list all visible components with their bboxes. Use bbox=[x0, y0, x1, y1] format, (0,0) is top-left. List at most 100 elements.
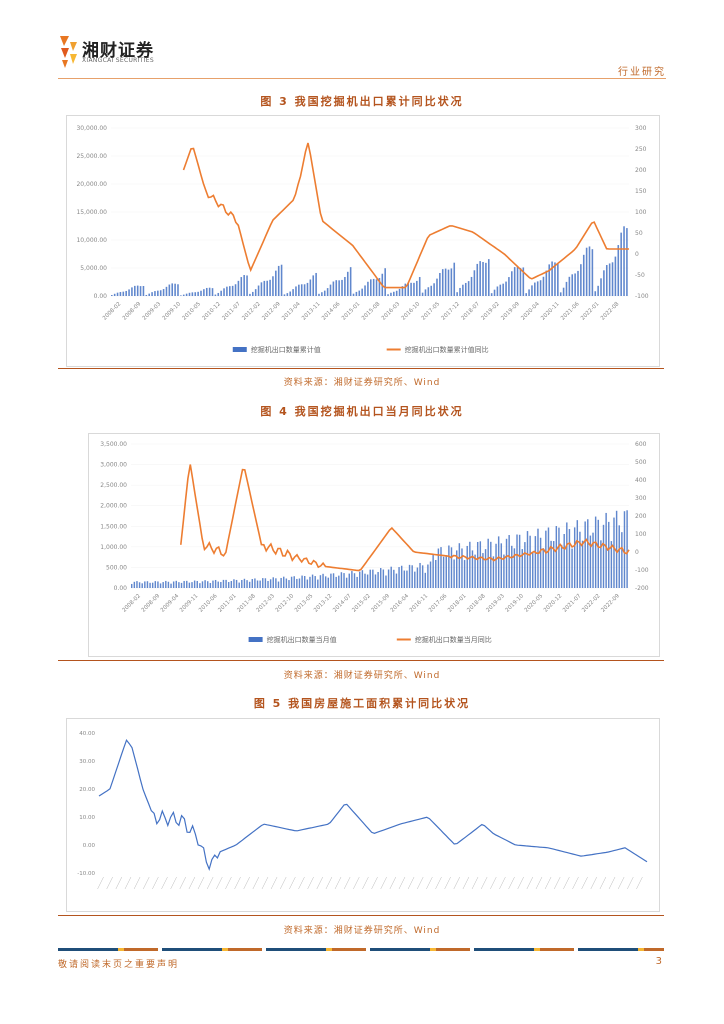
bar bbox=[240, 277, 243, 296]
x-axis-tick-mark bbox=[398, 876, 406, 890]
right-axis-tick: 300 bbox=[635, 125, 647, 132]
bar bbox=[615, 510, 618, 588]
bar bbox=[301, 575, 303, 588]
left-axis-tick: 30.00 bbox=[79, 759, 95, 765]
footer-notice: 敬请阅读末页之重要声明 bbox=[58, 960, 180, 970]
bar bbox=[370, 279, 372, 296]
x-axis-tick: 2011-08 bbox=[236, 593, 257, 614]
left-axis-tick: 40.00 bbox=[79, 731, 95, 737]
bar bbox=[311, 574, 314, 588]
bar bbox=[487, 538, 489, 588]
bar bbox=[479, 261, 481, 296]
bar bbox=[251, 579, 254, 588]
bar bbox=[214, 579, 217, 588]
bar bbox=[542, 548, 544, 588]
x-axis-tick: 2014-06 bbox=[321, 301, 342, 322]
bar bbox=[387, 294, 389, 296]
bar bbox=[403, 570, 406, 588]
bar bbox=[597, 285, 599, 296]
x-axis-tick-mark bbox=[444, 876, 451, 890]
bar bbox=[534, 282, 536, 296]
bar bbox=[290, 576, 293, 588]
bar bbox=[170, 583, 172, 588]
bar bbox=[499, 284, 502, 296]
figure-5-title: 图 5 我国房屋施工面积累计同比状况 bbox=[253, 697, 471, 710]
x-axis-tick: 2013-05 bbox=[294, 593, 315, 614]
bar bbox=[188, 582, 191, 588]
left-axis-tick: 2,000.00 bbox=[100, 503, 127, 510]
bar bbox=[450, 268, 453, 296]
x-axis-tick: 2016-04 bbox=[390, 593, 411, 614]
x-axis-tick-mark bbox=[627, 876, 634, 890]
bar bbox=[159, 583, 162, 588]
figure-3-title: 图 3 我国挖掘机出口累计同比状况 bbox=[260, 95, 464, 108]
bar bbox=[259, 580, 261, 588]
bar bbox=[623, 511, 626, 588]
bar bbox=[241, 580, 243, 588]
bar bbox=[626, 510, 628, 588]
bar bbox=[505, 281, 507, 296]
bar bbox=[349, 267, 352, 296]
x-axis-tick: 2010-12 bbox=[201, 301, 221, 321]
x-axis-tick-mark bbox=[170, 876, 177, 890]
bar bbox=[141, 583, 143, 588]
bar bbox=[450, 547, 453, 588]
bar bbox=[476, 541, 479, 588]
bar bbox=[385, 575, 387, 588]
bar bbox=[521, 549, 523, 588]
bar bbox=[283, 576, 285, 588]
bar bbox=[508, 535, 510, 588]
x-axis-tick: 2019-09 bbox=[500, 301, 521, 322]
bar bbox=[293, 576, 295, 588]
x-axis-tick: 2010-05 bbox=[182, 301, 203, 322]
x-axis-tick: 2012-03 bbox=[256, 593, 277, 614]
x-axis-tick: 2012-10 bbox=[275, 593, 296, 614]
right-axis-tick: 400 bbox=[635, 477, 647, 484]
bar bbox=[367, 281, 369, 296]
x-axis-tick-mark bbox=[590, 876, 597, 890]
bar bbox=[318, 293, 320, 296]
bar bbox=[315, 272, 317, 296]
bar bbox=[243, 578, 246, 588]
bar bbox=[436, 278, 438, 296]
bar bbox=[571, 274, 574, 296]
x-axis-tick-mark bbox=[206, 876, 214, 890]
bar bbox=[254, 289, 257, 296]
bar bbox=[227, 582, 230, 588]
bar bbox=[437, 548, 440, 588]
bar bbox=[194, 292, 197, 296]
brand-logo bbox=[58, 34, 78, 70]
bar bbox=[234, 284, 237, 296]
x-axis-tick: 2019-02 bbox=[480, 301, 500, 321]
bar bbox=[303, 284, 306, 296]
bar bbox=[249, 293, 251, 296]
bar bbox=[139, 286, 142, 296]
bar bbox=[482, 262, 484, 296]
bar bbox=[511, 271, 513, 296]
bar bbox=[226, 286, 228, 296]
bar bbox=[620, 232, 622, 296]
x-axis-tick-mark bbox=[334, 876, 342, 890]
bar bbox=[407, 282, 409, 296]
left-axis-tick: 10,000.00 bbox=[76, 237, 107, 244]
bar bbox=[280, 264, 283, 296]
bar bbox=[157, 581, 159, 588]
bar bbox=[587, 519, 589, 588]
left-axis-tick: 0.00 bbox=[83, 843, 96, 849]
figure-5-rule bbox=[58, 915, 664, 916]
x-axis-tick-mark bbox=[179, 876, 186, 890]
bar bbox=[372, 569, 374, 588]
bar bbox=[269, 279, 271, 296]
bar bbox=[199, 583, 201, 588]
x-axis-tick: 2011-01 bbox=[217, 593, 237, 613]
bar bbox=[500, 543, 503, 588]
bar bbox=[471, 550, 474, 588]
x-axis-tick-mark bbox=[581, 876, 588, 890]
x-axis-tick: 2008-02 bbox=[121, 593, 141, 613]
x-axis-tick-mark bbox=[252, 876, 260, 890]
bar bbox=[277, 581, 280, 588]
x-axis-tick-mark bbox=[499, 876, 506, 890]
x-axis-tick: 2013-12 bbox=[313, 593, 333, 613]
x-axis-tick: 2022-02 bbox=[581, 593, 601, 613]
bar bbox=[289, 291, 292, 296]
